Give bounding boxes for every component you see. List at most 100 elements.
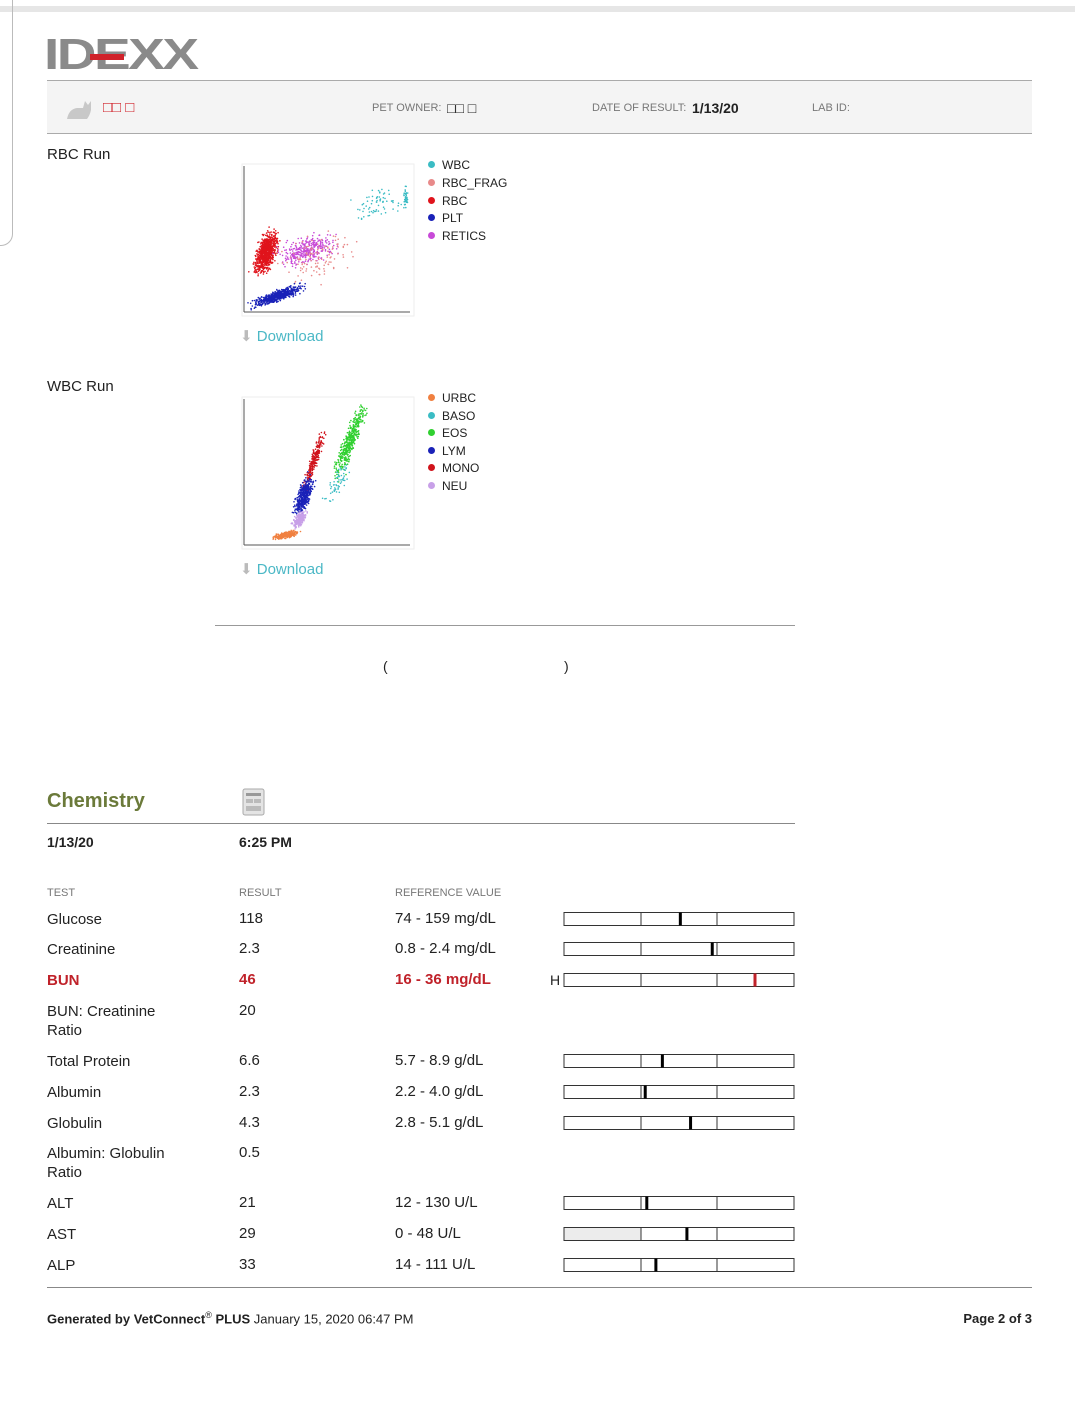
download-link[interactable]: ⬇ Download xyxy=(240,328,324,345)
scatter-dot xyxy=(279,290,281,293)
scatter-dot xyxy=(286,536,289,539)
scatter-dot xyxy=(256,259,258,261)
scatter-dot xyxy=(258,301,260,304)
scatter-dot xyxy=(300,517,303,519)
scatter-dot xyxy=(350,251,353,253)
scatter-dot xyxy=(261,246,264,248)
scatter-dot xyxy=(264,261,267,264)
scatter-dot xyxy=(384,197,386,200)
download-text[interactable]: Download xyxy=(256,328,324,345)
scatter-dot xyxy=(305,249,308,252)
chem-date: 1/13/20 xyxy=(47,834,94,850)
scatter-dot xyxy=(295,513,298,515)
scatter-dot xyxy=(295,246,298,249)
scatter-dot xyxy=(262,261,264,263)
scatter-dot xyxy=(298,526,300,528)
scatter-dot xyxy=(298,511,301,513)
legend-label: BASO xyxy=(442,408,476,423)
scatter-dot xyxy=(300,509,302,512)
scatter-dot xyxy=(255,264,258,267)
scatter-dot xyxy=(330,487,332,490)
scatter-dot xyxy=(313,466,315,468)
reference: 14 - 111 U/L xyxy=(395,1256,476,1273)
scatter-dot xyxy=(370,210,373,213)
section-title: RBC Run xyxy=(47,146,111,163)
scatter-dot xyxy=(275,535,278,538)
legend-swatch xyxy=(428,482,435,489)
scatter-dot xyxy=(309,252,311,254)
scatter-dot xyxy=(306,237,308,240)
scatter-dot xyxy=(328,500,331,502)
scatter-dot xyxy=(298,495,300,498)
scatter-dot xyxy=(266,235,268,237)
scatter-dot xyxy=(282,263,285,266)
scatter-dot xyxy=(353,418,356,420)
scatter-dot xyxy=(275,300,278,302)
scatter-dot xyxy=(281,295,284,297)
scatter-dot xyxy=(277,251,280,254)
scatter-dot xyxy=(336,470,339,472)
scatter-dot xyxy=(302,518,304,521)
scatter-dot xyxy=(284,294,287,297)
scatter-dot xyxy=(300,279,303,281)
legend-item: EOS xyxy=(428,426,467,440)
scatter-dot xyxy=(277,295,279,298)
scatter-dot xyxy=(273,241,276,243)
scatter-dot xyxy=(250,307,252,310)
scatter-dot xyxy=(297,250,300,253)
scatter-dot xyxy=(405,194,408,197)
scatter-dot xyxy=(296,257,299,259)
scatter-dot xyxy=(301,521,303,523)
scatter-dot xyxy=(297,524,300,526)
scatter-dot xyxy=(301,496,304,499)
download-text[interactable]: Download xyxy=(256,561,324,578)
scatter-dot xyxy=(262,262,264,264)
scatter-dot xyxy=(261,258,263,260)
scatter-dot xyxy=(308,242,310,244)
scatter-dot xyxy=(332,484,335,486)
scatter-dot xyxy=(325,260,327,263)
scatter-dot xyxy=(337,246,339,248)
scatter-dot xyxy=(315,242,317,245)
download-link[interactable]: ⬇ Download xyxy=(240,561,324,578)
scatter-dot xyxy=(271,250,273,252)
result-marker xyxy=(710,942,714,956)
scatter-dot xyxy=(324,245,326,248)
scatter-dot xyxy=(296,497,298,499)
scatter-dot xyxy=(325,245,328,248)
scatter-dot xyxy=(318,443,321,445)
scatter-dot xyxy=(334,235,337,238)
scatter-dot xyxy=(291,250,294,252)
legend-label: EOS xyxy=(442,426,468,441)
generated-by: Generated by VetConnect xyxy=(47,1311,206,1327)
scatter-dot xyxy=(298,492,300,494)
scatter-dot xyxy=(257,253,260,256)
scatter-dot xyxy=(303,479,306,481)
scatter-dot xyxy=(321,497,324,500)
scatter-dot xyxy=(357,437,359,439)
scatter-dot xyxy=(313,269,315,272)
scatter-dot xyxy=(299,257,301,260)
scatter-dot xyxy=(304,495,306,497)
scatter-dot xyxy=(308,469,310,471)
legend-label: RETICS xyxy=(442,229,487,244)
scatter-dot xyxy=(277,242,279,245)
scatter-dot xyxy=(346,437,348,440)
scatter-dot xyxy=(275,237,277,240)
scatter-dot xyxy=(324,241,327,243)
scatter-dot xyxy=(313,468,315,470)
scatter-dot xyxy=(342,254,344,256)
scatter-dot xyxy=(261,241,263,244)
scatter-dot xyxy=(346,442,349,444)
scatter-dot xyxy=(397,202,400,204)
scatter-dot xyxy=(299,488,301,491)
scatter-dot xyxy=(353,426,355,429)
scatter-dot xyxy=(271,240,274,242)
scatter-dot xyxy=(278,297,280,300)
scatter-dot xyxy=(265,267,267,269)
scatter-dot xyxy=(259,304,262,306)
scatter-dot xyxy=(346,478,348,480)
scatter-dot xyxy=(348,431,350,434)
scatter-dot xyxy=(324,498,326,500)
scatter-dot xyxy=(363,409,365,411)
